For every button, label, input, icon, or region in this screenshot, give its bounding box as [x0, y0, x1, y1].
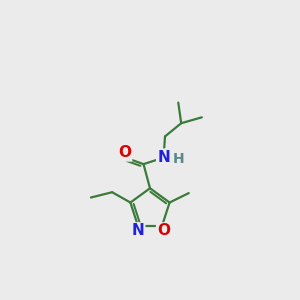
- Text: O: O: [157, 224, 170, 238]
- Text: N: N: [131, 224, 144, 238]
- Text: H: H: [172, 152, 184, 167]
- Text: O: O: [118, 146, 131, 160]
- Text: N: N: [157, 150, 170, 165]
